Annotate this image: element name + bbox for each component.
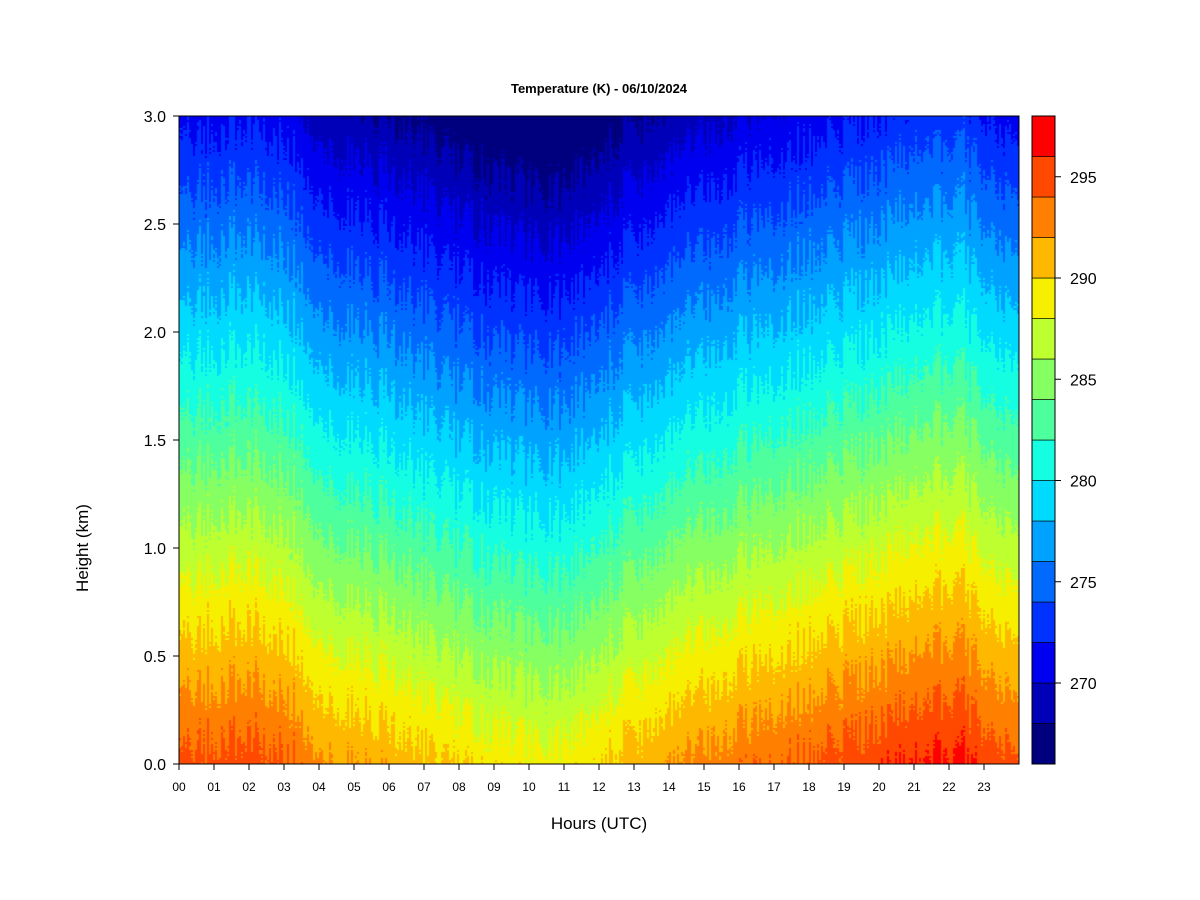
colorbar-tick-label: 285 <box>1070 372 1097 389</box>
colorbar-swatch <box>1031 237 1056 279</box>
x-tick-label: 00 <box>172 780 186 794</box>
colorbar: 270 275 280 285 290 295 <box>1031 115 1097 765</box>
x-tick-label: 02 <box>242 780 256 794</box>
x-tick-label: 08 <box>452 780 466 794</box>
x-tick-label: 19 <box>837 780 851 794</box>
heatmap-field <box>179 116 1019 764</box>
colorbar-swatch <box>1031 156 1056 198</box>
y-tick-label: 2.0 <box>144 325 166 342</box>
x-tick-label: 05 <box>347 780 361 794</box>
colorbar-swatch <box>1031 115 1056 157</box>
colorbar-swatch <box>1031 601 1056 643</box>
colorbar-swatch <box>1031 277 1056 319</box>
plot-area <box>179 116 1019 764</box>
colorbar-tick-label: 290 <box>1070 271 1097 288</box>
colorbar-tick-label: 275 <box>1070 575 1097 592</box>
x-tick-label: 04 <box>312 780 326 794</box>
x-tick-label: 18 <box>802 780 816 794</box>
x-tick-label: 10 <box>522 780 536 794</box>
x-tick-label: 07 <box>417 780 431 794</box>
colorbar-swatch <box>1031 399 1056 441</box>
y-tick-label: 1.0 <box>144 541 166 558</box>
colorbar-tick-label: 280 <box>1070 474 1097 491</box>
colorbar-swatch <box>1031 439 1056 481</box>
colorbar-swatch <box>1031 480 1056 522</box>
y-tick-label: 3.0 <box>144 109 166 126</box>
x-tick-label: 15 <box>697 780 711 794</box>
colorbar-swatch <box>1031 358 1056 400</box>
chart-title: Temperature (K) - 06/10/2024 <box>511 81 688 96</box>
colorbar-tick-label: 270 <box>1070 676 1097 693</box>
y-tick-label: 0.0 <box>144 757 166 774</box>
x-axis-label: Hours (UTC) <box>551 814 647 833</box>
y-axis: 0.0 0.5 1.0 1.5 2.0 2.5 3.0 <box>144 109 180 774</box>
x-tick-label: 17 <box>767 780 781 794</box>
x-tick-label: 09 <box>487 780 501 794</box>
x-tick-label: 03 <box>277 780 291 794</box>
colorbar-swatch <box>1031 318 1056 360</box>
x-tick-label: 23 <box>977 780 991 794</box>
x-tick-label: 01 <box>207 780 221 794</box>
y-axis-label: Height (km) <box>73 504 92 592</box>
colorbar-tick-label: 295 <box>1070 170 1097 187</box>
x-axis: 00 01 02 03 04 05 06 07 08 09 10 11 12 13 14 15 16 17 18 19… <box>172 763 991 794</box>
colorbar-swatch <box>1031 642 1056 684</box>
x-tick-label: 12 <box>592 780 606 794</box>
y-tick-label: 2.5 <box>144 217 166 234</box>
x-tick-label: 06 <box>382 780 396 794</box>
x-tick-label: 22 <box>942 780 956 794</box>
colorbar-frame <box>1031 115 1056 765</box>
x-tick-label: 14 <box>662 780 676 794</box>
colorbar-swatch <box>1031 682 1056 724</box>
x-tick-label: 21 <box>907 780 921 794</box>
y-tick-label: 0.5 <box>144 649 166 666</box>
colorbar-swatch <box>1031 196 1056 238</box>
colorbar-swatch <box>1031 723 1056 765</box>
x-tick-label: 13 <box>627 780 641 794</box>
x-tick-label: 11 <box>558 780 571 794</box>
x-tick-label: 20 <box>872 780 886 794</box>
x-tick-label: 16 <box>732 780 746 794</box>
colorbar-swatch <box>1031 561 1056 603</box>
y-tick-label: 1.5 <box>144 433 166 450</box>
colorbar-swatch <box>1031 520 1056 562</box>
